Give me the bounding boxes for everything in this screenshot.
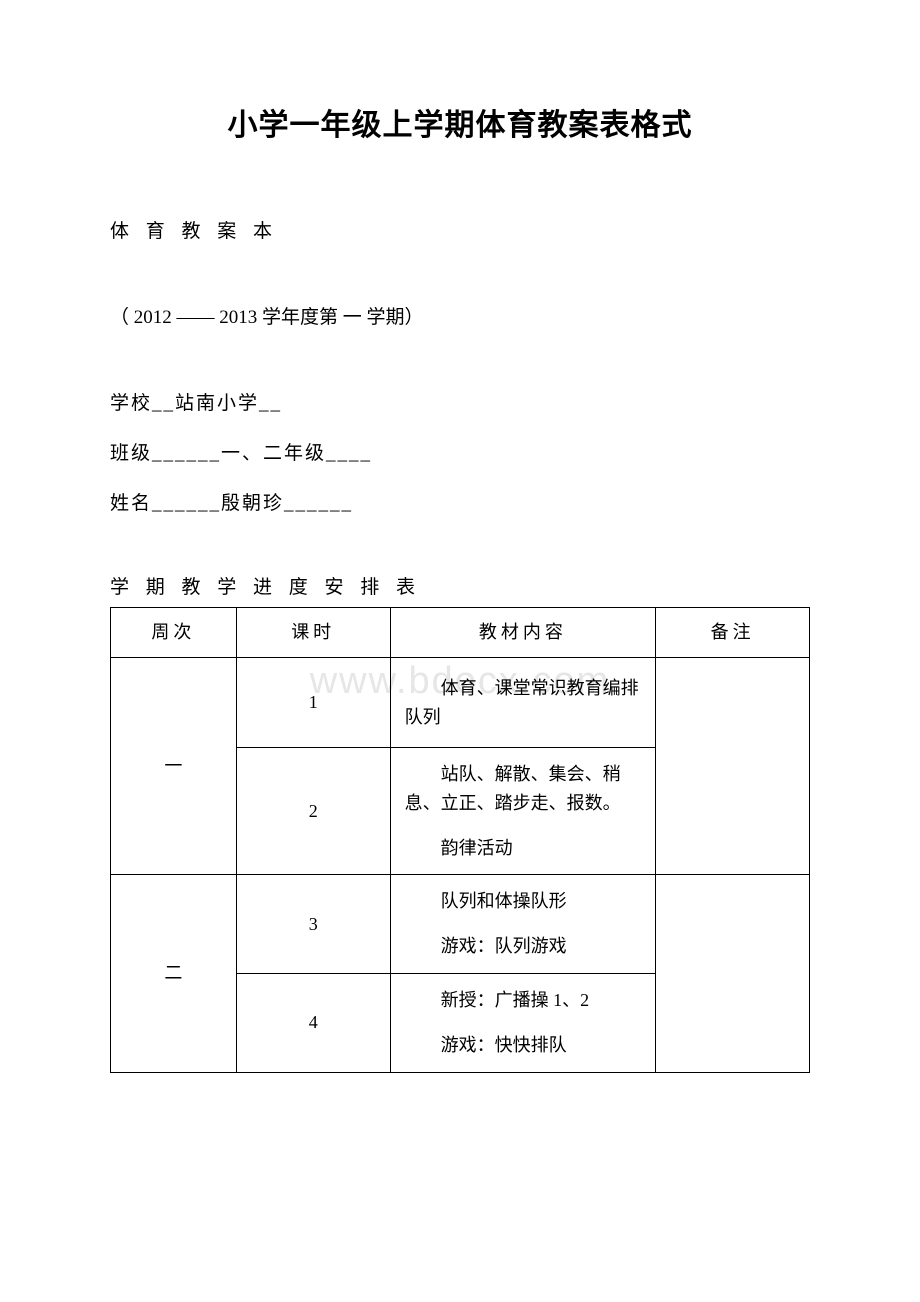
header-week: 周次 <box>111 608 237 658</box>
week-cell: 二 <box>111 875 237 1072</box>
week-cell: 一 <box>111 658 237 875</box>
content-para: 队列和体操队形 <box>405 887 642 916</box>
academic-year: （ 2012 —— 2013 学年度第 一 学期） <box>110 300 810 336</box>
content-cell: 体育、课堂常识教育编排队列 <box>390 658 656 748</box>
header-note: 备注 <box>656 608 810 658</box>
lesson-cell: 1 <box>236 658 390 748</box>
content-para: 体育、课堂常识教育编排队列 <box>405 674 642 732</box>
note-cell <box>656 875 810 1072</box>
document-content: 小学一年级上学期体育教案表格式 体 育 教 案 本 （ 2012 —— 2013… <box>110 100 810 1073</box>
schedule-table: 周次 课时 教材内容 备注 一 1 体育、课堂常识教育编排队列 2 站队、解散、… <box>110 607 810 1072</box>
content-cell: 新授：广播操 1、2 游戏：快快排队 <box>390 974 656 1073</box>
content-cell: 队列和体操队形 游戏：队列游戏 <box>390 875 656 974</box>
note-cell <box>656 658 810 875</box>
table-header-row: 周次 课时 教材内容 备注 <box>111 608 810 658</box>
table-row: 一 1 体育、课堂常识教育编排队列 <box>111 658 810 748</box>
content-para: 新授：广播操 1、2 <box>405 986 642 1015</box>
subtitle: 体 育 教 案 本 <box>110 214 810 250</box>
lesson-cell: 4 <box>236 974 390 1073</box>
content-cell: 站队、解散、集会、稍息、立正、踏步走、报数。 韵律活动 <box>390 748 656 875</box>
lesson-cell: 2 <box>236 748 390 875</box>
table-row: 二 3 队列和体操队形 游戏：队列游戏 <box>111 875 810 974</box>
header-content: 教材内容 <box>390 608 656 658</box>
header-lesson: 课时 <box>236 608 390 658</box>
school-line: 学校__站南小学__ <box>110 386 810 422</box>
page-title: 小学一年级上学期体育教案表格式 <box>110 100 810 144</box>
class-line: 班级______一、二年级____ <box>110 436 810 472</box>
content-para: 韵律活动 <box>405 834 642 863</box>
lesson-cell: 3 <box>236 875 390 974</box>
content-para: 游戏：快快排队 <box>405 1031 642 1060</box>
content-para: 站队、解散、集会、稍息、立正、踏步走、报数。 <box>405 760 642 818</box>
table-section-title: 学 期 教 学 进 度 安 排 表 <box>110 572 810 599</box>
teacher-name-line: 姓名______殷朝珍______ <box>110 486 810 522</box>
content-para: 游戏：队列游戏 <box>405 932 642 961</box>
